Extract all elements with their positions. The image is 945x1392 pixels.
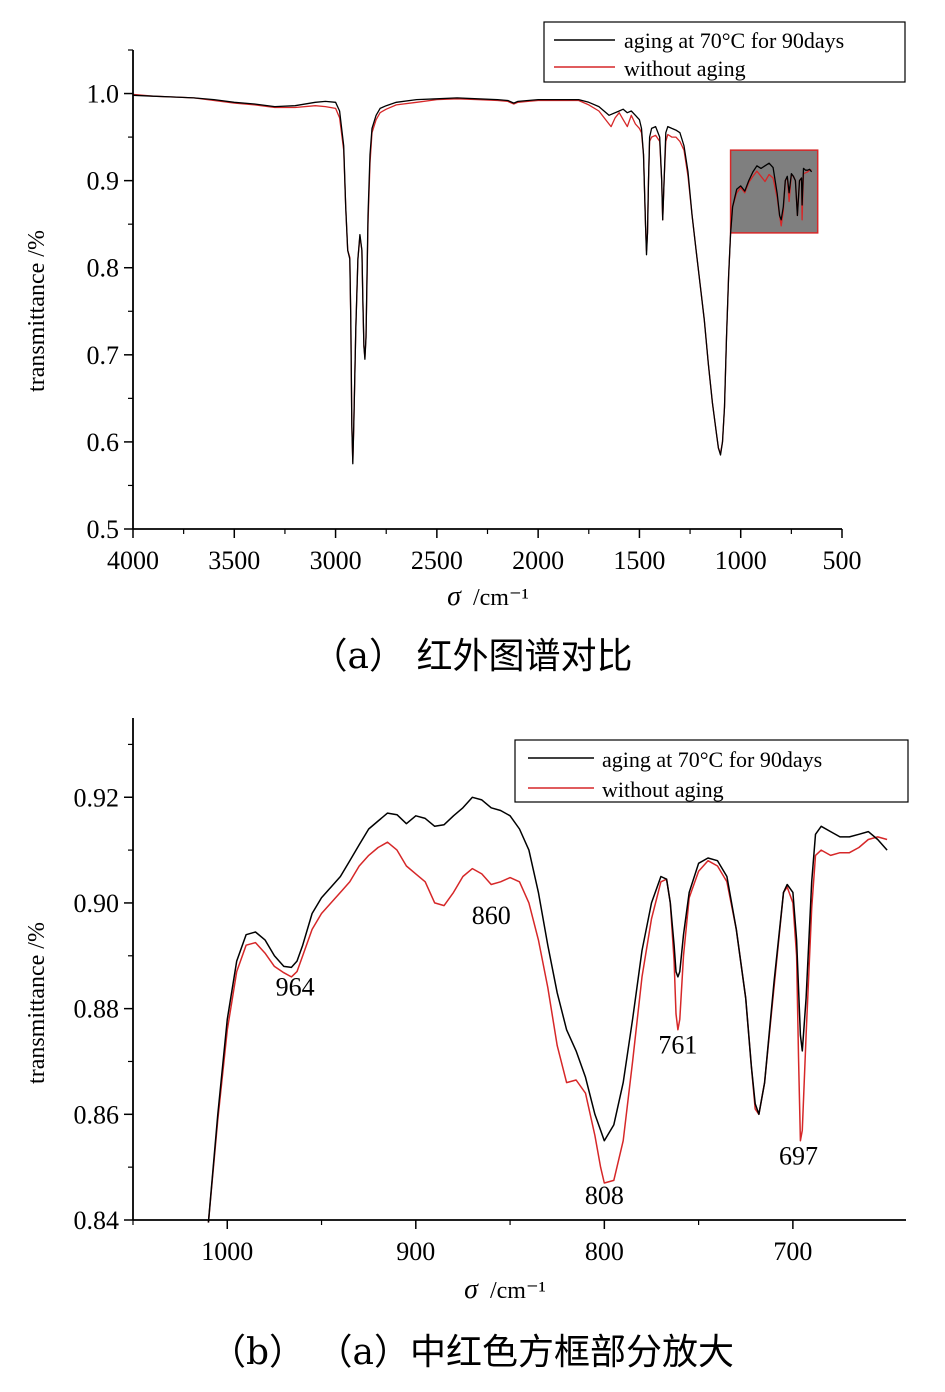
- chart-a-legend-label-unaged: without aging: [624, 56, 746, 81]
- b-x-tick-label: 800: [585, 1237, 624, 1266]
- a-y-tick-label: 0.5: [87, 515, 120, 544]
- a-y-tick-label: 0.9: [87, 167, 120, 196]
- chart-b-legend-frame: [514, 739, 909, 803]
- chart-a: 4000 3500 3000 2500 2000 1500 1000 500 0.5 0.6 0.7…: [24, 21, 906, 677]
- chart-b-series-group: [207, 796, 888, 1223]
- chart-b-y-axis-title: transmittance /%: [24, 922, 50, 1084]
- b-x-tick-label: 1000: [201, 1237, 253, 1266]
- a-series-line-aged: [132, 94, 813, 465]
- chart-a-legend-frame: [543, 21, 906, 83]
- b-peak-label: 808: [585, 1181, 624, 1210]
- b-peak-label: 761: [658, 1031, 697, 1060]
- chart-b-legend-label-unaged: without aging: [602, 777, 724, 802]
- a-x-tick-label: 1500: [613, 546, 665, 575]
- chart-b-x-axis-symbol: σ: [464, 1274, 479, 1305]
- chart-b-ticks: 1000 900 800 700 0.84 0.86 0.88 0.90 0.92: [74, 743, 812, 1266]
- chart-b-annotations: 964 860 808 761 697: [276, 901, 818, 1210]
- b-peak-label: 964: [276, 972, 315, 1001]
- chart-a-axes: [132, 50, 842, 530]
- chart-a-series-group: [132, 93, 813, 465]
- chart-b-caption: （b） （a）中红色方框部分放大: [210, 1332, 734, 1373]
- chart-a-y-axis-title: transmittance /%: [24, 230, 50, 392]
- a-y-tick-label: 0.8: [87, 254, 120, 283]
- b-series-line-unaged: [207, 836, 888, 1223]
- chart-a-caption: （a） 红外图谱对比: [312, 636, 633, 677]
- b-peak-label: 860: [472, 901, 511, 930]
- chart-a-x-axis-unit: /cm⁻¹: [473, 585, 529, 611]
- b-y-tick-label: 0.86: [74, 1100, 120, 1129]
- chart-a-ticks: 4000 3500 3000 2500 2000 1500 1000 500 0.5 0.6 0.7…: [87, 49, 862, 575]
- chart-b-axes: [132, 718, 906, 1221]
- b-series-line-aged: [207, 796, 888, 1223]
- chart-a-legend-label-aged: aging at 70°C for 90days: [624, 28, 844, 53]
- chart-a-x-axis-symbol: σ: [447, 581, 462, 612]
- a-x-tick-label: 4000: [107, 546, 159, 575]
- b-x-tick-label: 900: [396, 1237, 435, 1266]
- b-y-tick-label: 0.90: [74, 889, 120, 918]
- b-peak-label: 697: [779, 1142, 818, 1171]
- b-y-tick-label: 0.84: [74, 1206, 120, 1235]
- b-y-tick-label: 0.92: [74, 783, 120, 812]
- chart-a-x-axis-title: σ /cm⁻¹: [447, 581, 529, 612]
- chart-b-legend: aging at 70°C for 90days without aging: [514, 739, 909, 803]
- chart-b: 1000 900 800 700 0.84 0.86 0.88 0.90 0.92 964 860…: [24, 718, 909, 1373]
- chart-b-legend-label-aged: aging at 70°C for 90days: [602, 747, 822, 772]
- a-x-tick-label: 3000: [310, 546, 362, 575]
- chart-b-x-axis-unit: /cm⁻¹: [490, 1278, 546, 1304]
- b-y-tick-label: 0.88: [74, 995, 120, 1024]
- a-y-tick-label: 1.0: [87, 80, 120, 109]
- a-x-tick-label: 2000: [512, 546, 564, 575]
- a-x-tick-label: 1000: [715, 546, 767, 575]
- a-x-tick-label: 2500: [411, 546, 463, 575]
- a-y-tick-label: 0.7: [87, 341, 120, 370]
- a-y-tick-label: 0.6: [87, 428, 120, 457]
- a-x-tick-label: 500: [823, 546, 862, 575]
- chart-b-x-axis-title: σ /cm⁻¹: [464, 1274, 546, 1305]
- b-x-tick-label: 700: [773, 1237, 812, 1266]
- chart-a-legend: aging at 70°C for 90days without aging: [543, 21, 906, 83]
- a-x-tick-label: 3500: [208, 546, 260, 575]
- a-series-line-unaged: [132, 93, 812, 463]
